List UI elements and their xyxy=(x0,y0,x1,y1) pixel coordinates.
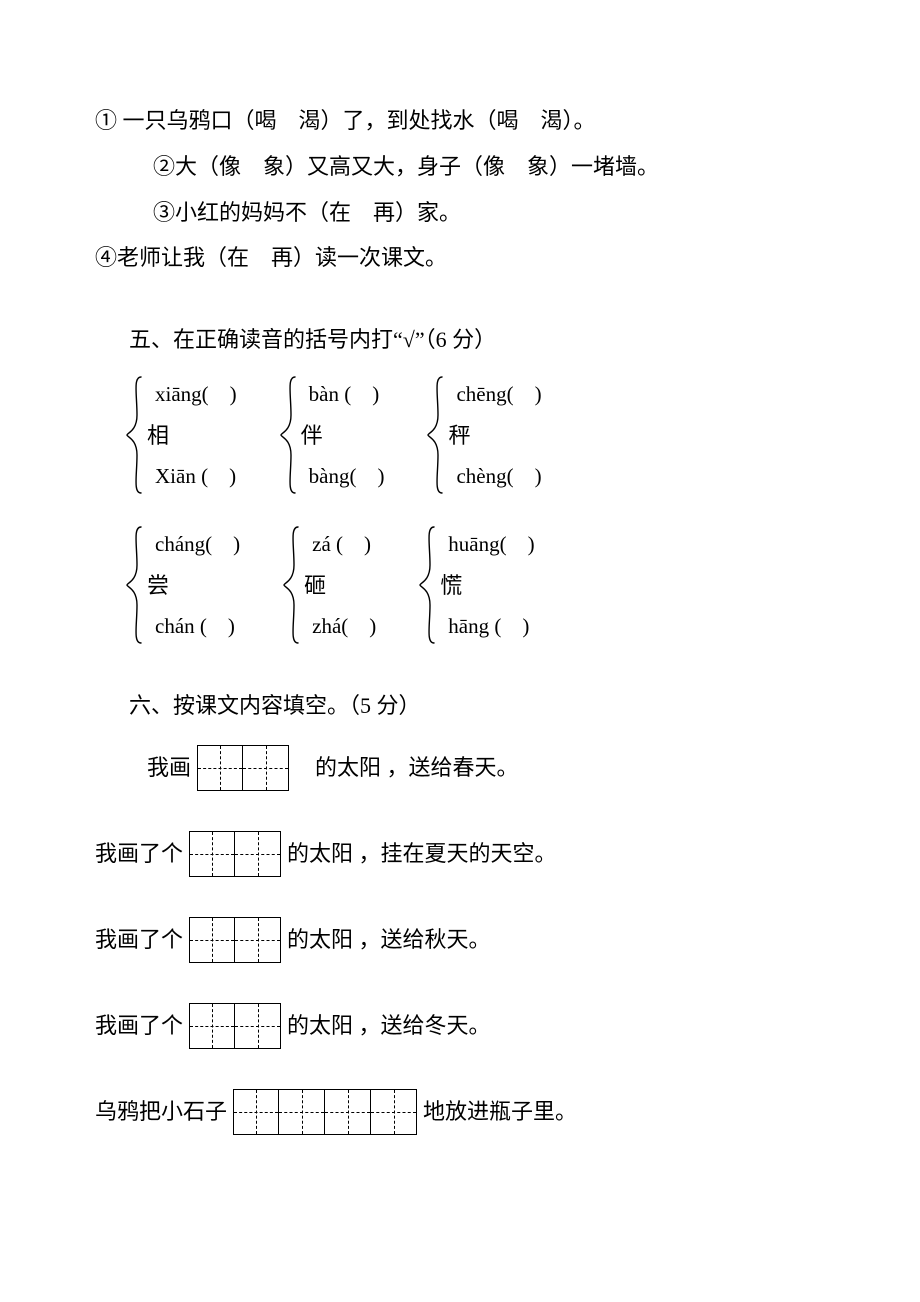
pinyin-option-bottom[interactable]: Xiān ( ) xyxy=(145,457,237,497)
tian-box[interactable] xyxy=(243,745,289,791)
fill-post-text: 地放进瓶子里。 xyxy=(423,1091,577,1133)
q4-line-4: ④老师让我（在 再）读一次课文。 xyxy=(95,237,825,279)
fill-line: 乌鸦把小石子 地放进瓶子里。 xyxy=(95,1087,825,1137)
pinyin-char: 尝 xyxy=(145,565,240,607)
pinyin-char: 伴 xyxy=(299,415,385,457)
pinyin-option-top[interactable]: chēng( ) xyxy=(446,375,541,415)
pinyin-content: xiāng( )相Xiān ( ) xyxy=(145,375,237,495)
fill-pre-text: 我画了个 xyxy=(95,833,183,875)
tian-box[interactable] xyxy=(235,917,281,963)
pinyin-option-bottom[interactable]: hāng ( ) xyxy=(438,607,534,647)
fill-pre-text: 乌鸦把小石子 xyxy=(95,1091,227,1133)
pinyin-option-bottom[interactable]: chèng( ) xyxy=(446,457,541,497)
tian-box[interactable] xyxy=(325,1089,371,1135)
tian-box[interactable] xyxy=(197,745,243,791)
pinyin-content: huāng( )慌hāng ( ) xyxy=(438,525,534,645)
fill-post-text: 的太阳 ，送给春天。 xyxy=(315,747,519,789)
pinyin-option-top[interactable]: bàn ( ) xyxy=(299,375,385,415)
tian-box[interactable] xyxy=(235,831,281,877)
char-boxes[interactable] xyxy=(189,831,281,877)
pinyin-char: 砸 xyxy=(302,565,376,607)
q4-line-2: ②大（像 象）又高又大，身子（像 象）一堵墙。 xyxy=(95,146,825,188)
tian-box[interactable] xyxy=(189,1003,235,1049)
section6-content: 我画的太阳 ，送给春天。我画了个的太阳 ，挂在夏天的天空。我画了个的太阳 ，送给… xyxy=(95,743,825,1137)
fill-post-text: 的太阳 ，送给秋天。 xyxy=(287,919,491,961)
tian-box[interactable] xyxy=(189,917,235,963)
fill-pre-text: 我画 xyxy=(147,747,191,789)
section6-title: 六、按课文内容填空。（5 分） xyxy=(95,685,825,727)
char-boxes[interactable] xyxy=(197,745,289,791)
pinyin-content: chēng( )秤chèng( ) xyxy=(446,375,541,495)
fill-line: 我画了个 的太阳 ，送给冬天。 xyxy=(95,1001,825,1051)
pinyin-group: zá ( )砸zhá( ) xyxy=(282,525,376,645)
tian-box[interactable] xyxy=(235,1003,281,1049)
pinyin-content: cháng( )尝chán ( ) xyxy=(145,525,240,645)
section5-content: xiāng( )相Xiān ( ) bàn ( )伴bàng( ) chēng( )… xyxy=(95,375,825,645)
pinyin-content: zá ( )砸zhá( ) xyxy=(302,525,376,645)
pinyin-option-bottom[interactable]: zhá( ) xyxy=(302,607,376,647)
tian-box[interactable] xyxy=(233,1089,279,1135)
tian-box[interactable] xyxy=(371,1089,417,1135)
pinyin-char: 相 xyxy=(145,415,237,457)
pinyin-row: cháng( )尝chán ( ) zá ( )砸zhá( ) huāng( )慌h… xyxy=(95,525,825,645)
section4: ① 一只乌鸦口（喝 渴）了，到处找水（喝 渴）。 ②大（像 象）又高又大，身子（… xyxy=(95,100,825,279)
section5-title: 五、在正确读音的括号内打“√”（6 分） xyxy=(95,319,825,361)
pinyin-option-top[interactable]: huāng( ) xyxy=(438,525,534,565)
fill-pre-text: 我画了个 xyxy=(95,919,183,961)
pinyin-group: xiāng( )相Xiān ( ) xyxy=(125,375,237,495)
pinyin-option-top[interactable]: cháng( ) xyxy=(145,525,240,565)
fill-line: 我画了个 的太阳 ，送给秋天。 xyxy=(95,915,825,965)
tian-box[interactable] xyxy=(189,831,235,877)
pinyin-option-bottom[interactable]: chán ( ) xyxy=(145,607,240,647)
pinyin-group: cháng( )尝chán ( ) xyxy=(125,525,240,645)
q4-line-1: ① 一只乌鸦口（喝 渴）了，到处找水（喝 渴）。 xyxy=(95,100,825,142)
pinyin-option-bottom[interactable]: bàng( ) xyxy=(299,457,385,497)
fill-line: 我画了个 的太阳 ，挂在夏天的天空。 xyxy=(95,829,825,879)
pinyin-char: 慌 xyxy=(438,565,534,607)
pinyin-group: huāng( )慌hāng ( ) xyxy=(418,525,534,645)
fill-line: 我画 的太阳 ，送给春天。 xyxy=(95,743,825,793)
pinyin-group: bàn ( )伴bàng( ) xyxy=(279,375,385,495)
worksheet-page: ① 一只乌鸦口（喝 渴）了，到处找水（喝 渴）。 ②大（像 象）又高又大，身子（… xyxy=(0,0,920,1217)
pinyin-option-top[interactable]: xiāng( ) xyxy=(145,375,237,415)
char-boxes[interactable] xyxy=(189,1003,281,1049)
pinyin-option-top[interactable]: zá ( ) xyxy=(302,525,376,565)
fill-post-text: 的太阳 ，挂在夏天的天空。 xyxy=(287,833,557,875)
char-boxes[interactable] xyxy=(233,1089,417,1135)
fill-post-text: 的太阳 ，送给冬天。 xyxy=(287,1005,491,1047)
q4-line-3: ③小红的妈妈不（在 再）家。 xyxy=(95,192,825,234)
pinyin-content: bàn ( )伴bàng( ) xyxy=(299,375,385,495)
pinyin-group: chēng( )秤chèng( ) xyxy=(426,375,541,495)
fill-pre-text: 我画了个 xyxy=(95,1005,183,1047)
tian-box[interactable] xyxy=(279,1089,325,1135)
pinyin-char: 秤 xyxy=(446,415,541,457)
char-boxes[interactable] xyxy=(189,917,281,963)
pinyin-row: xiāng( )相Xiān ( ) bàn ( )伴bàng( ) chēng( )… xyxy=(95,375,825,495)
